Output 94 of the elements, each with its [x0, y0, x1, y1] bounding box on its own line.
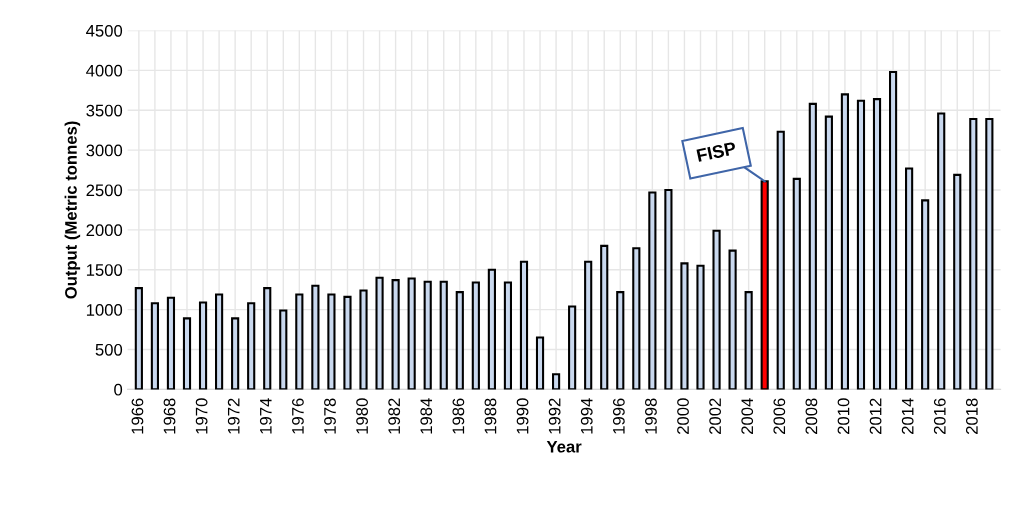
bar: [776, 130, 785, 390]
bar: [840, 93, 850, 390]
bar: [712, 229, 721, 390]
y-tick-label: 500: [95, 343, 123, 356]
bar: [648, 191, 657, 390]
bar: [535, 336, 545, 390]
y-tick-label: 4000: [86, 64, 123, 77]
x-tick-label: 1974: [259, 398, 272, 434]
x-tick-label: 2016: [933, 398, 946, 434]
x-tick-label: 2004: [741, 398, 754, 434]
bar: [888, 70, 898, 390]
bar: [985, 118, 994, 390]
bar: [953, 173, 962, 390]
bar: [808, 102, 817, 390]
x-tick-label: 1978: [324, 398, 336, 434]
x-tick-label: 1982: [388, 398, 401, 434]
bar: [134, 287, 143, 390]
bar: [616, 291, 625, 390]
x-tick-label: 1990: [516, 398, 529, 434]
bar: [279, 309, 288, 390]
y-axis-title: Output (Metric tonnes): [64, 121, 81, 299]
x-tick-label: 1996: [612, 398, 625, 434]
bar: [568, 305, 577, 390]
x-tick-label: 2000: [677, 398, 689, 434]
y-tick-label: 0: [114, 383, 123, 396]
bar: [696, 264, 705, 390]
bar: [905, 167, 914, 390]
y-tick-label: 2500: [86, 184, 123, 197]
bar: [680, 262, 689, 390]
x-tick-label: 1994: [580, 398, 593, 434]
x-tick-label: 1970: [195, 398, 208, 434]
bar: [391, 279, 400, 390]
bar: [519, 260, 529, 390]
bar: [744, 291, 753, 390]
bar: [921, 199, 930, 390]
y-tick-label: 4500: [86, 24, 123, 37]
bar: [937, 112, 946, 390]
x-tick-label: 2002: [709, 398, 722, 434]
x-tick-label: 2014: [901, 398, 914, 434]
bar: [343, 295, 352, 390]
bar: [584, 260, 593, 390]
y-tick-label: 1000: [86, 304, 123, 316]
x-tick-label: 1980: [356, 398, 368, 434]
bar: [150, 302, 159, 390]
annotation: FISP: [696, 141, 737, 163]
bar: [551, 373, 561, 390]
bar: [872, 98, 882, 390]
y-tick-label: 1500: [86, 264, 123, 276]
x-tick-label: 1968: [163, 398, 176, 434]
bar: [295, 293, 304, 390]
x-tick-label: 2006: [773, 398, 786, 434]
x-tick-label: 2010: [837, 398, 850, 434]
bar: [824, 115, 833, 390]
bar: [503, 281, 513, 390]
x-axis-title: Year: [546, 440, 582, 453]
x-tick-label: 2012: [869, 398, 882, 434]
x-tick-label: 1984: [420, 398, 433, 434]
bar: [632, 247, 641, 390]
bar: [327, 293, 336, 390]
x-tick-label: 1992: [548, 398, 561, 434]
x-tick-label: 2018: [965, 398, 978, 434]
y-tick-label: 2000: [86, 224, 123, 237]
bar: [247, 302, 256, 390]
bar: [311, 284, 320, 390]
bar: [231, 317, 240, 390]
bar: [455, 291, 464, 390]
bar: [423, 280, 432, 390]
bar: [359, 289, 368, 390]
bar: [487, 268, 496, 390]
bar: [215, 293, 224, 390]
y-tick-label: 3500: [86, 104, 123, 117]
bar: [792, 177, 801, 390]
bar: [664, 188, 673, 390]
x-tick-label: 1972: [227, 398, 240, 434]
bar: [439, 280, 448, 390]
bar: [407, 277, 416, 390]
x-tick-label: 1986: [452, 398, 465, 434]
bar: [375, 276, 384, 390]
x-tick-label: 1998: [645, 398, 657, 434]
bar: [969, 118, 978, 390]
x-tick-label: 1976: [292, 398, 304, 434]
bar: [166, 296, 176, 390]
x-tick-label: 1966: [131, 398, 144, 434]
x-tick-label: 1988: [484, 398, 497, 434]
bar: [198, 301, 208, 390]
bar: [471, 281, 480, 390]
y-tick-label: 3000: [86, 144, 123, 157]
bar: [182, 317, 192, 390]
bar: [263, 287, 272, 390]
bar: [760, 180, 769, 390]
bar: [600, 244, 609, 390]
bar: [856, 99, 866, 390]
bar: [728, 249, 737, 390]
x-tick-label: 2008: [805, 398, 818, 434]
